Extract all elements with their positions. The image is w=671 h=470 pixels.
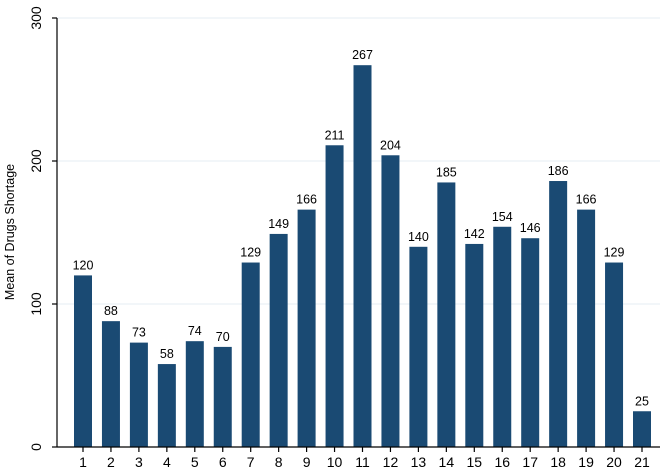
bar <box>633 411 651 447</box>
x-tick-label: 12 <box>383 454 399 470</box>
data-label: 185 <box>436 165 457 179</box>
data-label: 129 <box>240 246 261 260</box>
x-tick-label: 18 <box>550 454 566 470</box>
data-label: 166 <box>296 193 317 207</box>
data-label: 204 <box>380 138 401 152</box>
data-label: 146 <box>520 221 541 235</box>
data-label: 88 <box>104 304 118 318</box>
x-tick-label: 14 <box>439 454 455 470</box>
x-tick-label: 3 <box>135 454 143 470</box>
y-axis-title: Mean of Drugs Shortage <box>3 164 17 300</box>
data-label: 142 <box>464 227 485 241</box>
data-label: 73 <box>132 326 146 340</box>
data-label: 166 <box>576 193 597 207</box>
data-label: 58 <box>160 347 174 361</box>
data-label: 74 <box>188 324 202 338</box>
y-tick-label: 0 <box>28 443 44 451</box>
bars <box>74 65 651 447</box>
y-ticks: 0 100 200 300 <box>28 6 57 451</box>
bar <box>269 233 288 447</box>
bar <box>465 243 484 447</box>
bar <box>605 262 624 447</box>
bar <box>325 145 344 447</box>
x-tick-label: 8 <box>275 454 283 470</box>
x-tick-label: 2 <box>107 454 115 470</box>
data-label: 140 <box>408 230 429 244</box>
bar <box>381 155 400 447</box>
data-label: 120 <box>73 258 94 272</box>
bar <box>577 209 596 447</box>
bar <box>157 364 176 447</box>
bar <box>241 262 260 447</box>
x-tick-label: 17 <box>522 454 538 470</box>
data-label: 186 <box>548 164 569 178</box>
x-tick-label: 20 <box>606 454 622 470</box>
data-label: 154 <box>492 210 513 224</box>
data-label: 25 <box>635 394 649 408</box>
x-tick-label: 16 <box>494 454 510 470</box>
x-tick-label: 19 <box>578 454 594 470</box>
bar <box>521 238 540 447</box>
bar <box>74 275 92 447</box>
x-ticks: 1 2 3 4 5 6 7 8 9 10 11 12 13 14 15 16 17 18 19 20 21 <box>79 447 650 470</box>
data-label: 267 <box>352 48 373 62</box>
y-tick-label: 300 <box>28 6 44 30</box>
x-tick-label: 11 <box>355 454 370 470</box>
x-tick-label: 1 <box>79 454 87 470</box>
data-label: 70 <box>216 330 230 344</box>
x-tick-label: 5 <box>191 454 199 470</box>
data-labels: 120 88 73 58 74 70 129 149 166 211 267 204 140 185 142… <box>73 48 649 408</box>
x-tick-label: 4 <box>163 454 171 470</box>
bar <box>185 341 204 447</box>
x-tick-label: 6 <box>219 454 227 470</box>
bar <box>409 246 428 447</box>
bar <box>437 182 456 447</box>
data-label: 149 <box>268 217 289 231</box>
x-tick-label: 10 <box>327 454 343 470</box>
bar <box>129 342 148 447</box>
x-tick-label: 9 <box>303 454 311 470</box>
x-tick-label: 21 <box>634 454 650 470</box>
data-label: 129 <box>604 246 625 260</box>
x-tick-label: 13 <box>411 454 427 470</box>
data-label: 211 <box>325 128 345 142</box>
bar <box>493 226 512 447</box>
bar <box>549 181 568 447</box>
bar <box>213 346 232 447</box>
bar <box>101 321 120 447</box>
bar <box>297 209 316 447</box>
x-tick-label: 15 <box>467 454 483 470</box>
y-tick-label: 100 <box>28 292 44 316</box>
y-tick-label: 200 <box>28 149 44 173</box>
x-tick-label: 7 <box>247 454 255 470</box>
bar <box>353 65 372 447</box>
